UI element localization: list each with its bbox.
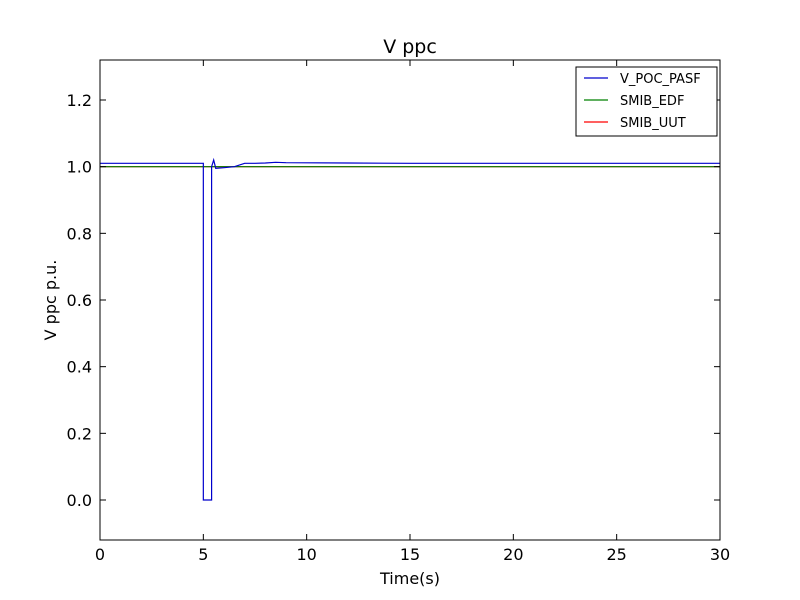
x-tick-label: 5: [198, 545, 208, 564]
series-line-v-poc-pasf: [100, 157, 720, 501]
y-axis-label: V ppc p.u.: [41, 260, 60, 341]
y-tick-label: 0.8: [67, 224, 92, 243]
x-tick-label: 25: [606, 545, 626, 564]
chart-title: V ppc: [383, 36, 437, 58]
x-axis: 0 5 10 15 20 25 30: [95, 60, 730, 564]
y-tick-label: 0.2: [67, 424, 92, 443]
y-tick-label: 0.0: [67, 491, 92, 510]
plot-area: [100, 157, 720, 501]
x-tick-label: 30: [710, 545, 730, 564]
y-tick-label: 1.2: [67, 91, 92, 110]
legend-label: V_POC_PASF: [620, 72, 701, 87]
x-tick-label: 0: [95, 545, 105, 564]
y-axis: 0.0 0.2 0.4 0.6 0.8 1.0 1.2: [67, 91, 720, 510]
x-axis-label: Time(s): [379, 569, 440, 588]
legend-label: SMIB_EDF: [620, 94, 684, 109]
x-tick-label: 10: [296, 545, 316, 564]
x-tick-label: 15: [400, 545, 420, 564]
x-tick-label: 20: [503, 545, 523, 564]
legend: V_POC_PASF SMIB_EDF SMIB_UUT: [575, 66, 718, 137]
y-tick-label: 0.6: [67, 291, 92, 310]
y-tick-label: 0.4: [67, 358, 92, 377]
legend-label: SMIB_UUT: [620, 116, 686, 131]
y-tick-label: 1.0: [67, 158, 92, 177]
